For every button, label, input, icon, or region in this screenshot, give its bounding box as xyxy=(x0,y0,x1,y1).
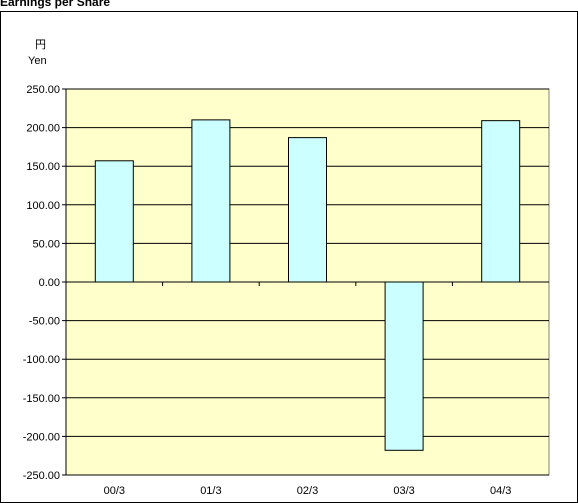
y-tick-label: 250.00 xyxy=(26,84,60,96)
chart-title: Earnings per Share xyxy=(0,0,111,9)
y-tick-label: 0.00 xyxy=(39,277,60,289)
bar-02-3 xyxy=(288,137,327,283)
x-tick-label: 01/3 xyxy=(200,485,221,497)
x-tick-label: 04/3 xyxy=(490,485,511,497)
bar-03-3 xyxy=(384,281,424,451)
x-tick-label: 03/3 xyxy=(393,485,414,497)
axes xyxy=(62,88,549,476)
bars xyxy=(94,119,521,451)
x-tick-labels: 00/3 01/3 02/3 03/3 04/3 xyxy=(104,485,512,497)
y-unit-en: Yen xyxy=(28,55,47,67)
y-tick-label: -100.00 xyxy=(23,354,60,366)
y-unit-jp: 円 xyxy=(35,39,46,51)
bar-04-3 xyxy=(481,120,521,283)
bar-01-3 xyxy=(191,119,231,283)
x-tick-label: 00/3 xyxy=(104,485,125,497)
bar-00-3 xyxy=(94,160,134,283)
y-tick-label: -200.00 xyxy=(23,431,60,443)
y-tick-label: 50.00 xyxy=(32,238,60,250)
y-tick-label: -50.00 xyxy=(29,316,60,328)
y-tick-label: 150.00 xyxy=(26,161,60,173)
x-tick-label: 02/3 xyxy=(297,485,318,497)
y-tick-label: -250.00 xyxy=(23,470,60,482)
y-tick-label: 200.00 xyxy=(26,123,60,135)
y-tick-label: 100.00 xyxy=(26,200,60,212)
y-tick-labels: 250.00 200.00 150.00 100.00 50.00 0.00 -50.00 -… xyxy=(23,84,60,482)
y-tick-label: -150.00 xyxy=(23,393,60,405)
